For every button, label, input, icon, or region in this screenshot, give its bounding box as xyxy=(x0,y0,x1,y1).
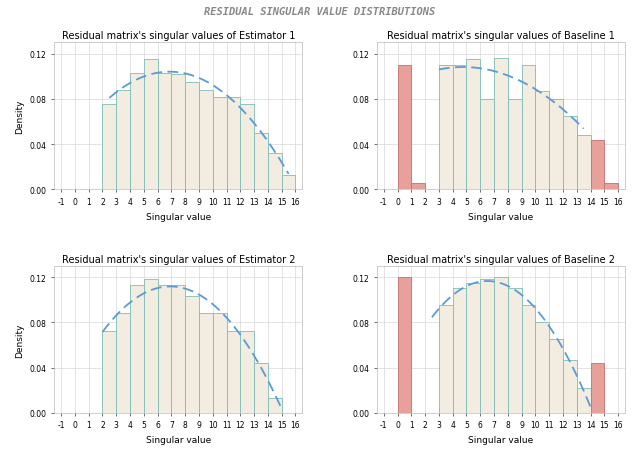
Bar xyxy=(172,285,185,413)
Bar xyxy=(102,332,116,413)
Bar xyxy=(254,134,268,190)
Y-axis label: Density: Density xyxy=(15,322,24,357)
Bar xyxy=(185,297,199,413)
X-axis label: Singular value: Singular value xyxy=(468,212,534,221)
X-axis label: Singular value: Singular value xyxy=(146,435,211,444)
Bar xyxy=(185,83,199,190)
Bar xyxy=(549,340,563,413)
Bar xyxy=(563,360,577,413)
Bar xyxy=(467,283,480,413)
Bar xyxy=(536,92,549,190)
Bar xyxy=(172,75,185,190)
Bar xyxy=(536,323,549,413)
Bar xyxy=(480,280,494,413)
Bar xyxy=(268,154,282,190)
Bar xyxy=(563,117,577,190)
Bar xyxy=(397,278,412,413)
Bar xyxy=(397,66,412,190)
Bar xyxy=(268,398,282,413)
Bar xyxy=(227,97,241,190)
Bar xyxy=(254,363,268,413)
Bar xyxy=(227,332,241,413)
Bar xyxy=(199,90,212,190)
Bar xyxy=(116,313,130,413)
Bar xyxy=(116,90,130,190)
Bar xyxy=(212,313,227,413)
Bar xyxy=(157,73,172,190)
Bar xyxy=(130,285,144,413)
Bar xyxy=(549,100,563,190)
Bar xyxy=(494,278,508,413)
Bar xyxy=(480,100,494,190)
Bar xyxy=(508,100,522,190)
Title: Residual matrix's singular values of Baseline 1: Residual matrix's singular values of Bas… xyxy=(387,31,615,41)
Bar xyxy=(577,388,591,413)
Bar xyxy=(439,66,452,190)
Bar xyxy=(452,289,467,413)
Bar xyxy=(241,105,254,190)
Bar xyxy=(157,285,172,413)
Title: Residual matrix's singular values of Estimator 2: Residual matrix's singular values of Est… xyxy=(61,254,295,264)
X-axis label: Singular value: Singular value xyxy=(146,212,211,221)
Bar xyxy=(144,280,157,413)
Bar xyxy=(522,306,536,413)
Bar xyxy=(130,73,144,190)
Title: Residual matrix's singular values of Estimator 1: Residual matrix's singular values of Est… xyxy=(61,31,295,41)
Bar xyxy=(508,289,522,413)
Bar xyxy=(494,59,508,190)
Bar xyxy=(282,175,296,190)
Bar xyxy=(241,332,254,413)
Bar xyxy=(412,183,425,190)
Bar xyxy=(439,306,452,413)
Text: RESIDUAL SINGULAR VALUE DISTRIBUTIONS: RESIDUAL SINGULAR VALUE DISTRIBUTIONS xyxy=(204,7,436,17)
Y-axis label: Density: Density xyxy=(15,99,24,134)
Bar xyxy=(102,105,116,190)
Bar xyxy=(522,66,536,190)
Bar xyxy=(577,136,591,190)
Bar xyxy=(467,60,480,190)
Bar xyxy=(604,183,618,190)
Bar xyxy=(199,313,212,413)
Bar xyxy=(144,60,157,190)
Bar xyxy=(591,140,604,190)
Bar xyxy=(452,66,467,190)
Title: Residual matrix's singular values of Baseline 2: Residual matrix's singular values of Bas… xyxy=(387,254,615,264)
Bar xyxy=(212,97,227,190)
X-axis label: Singular value: Singular value xyxy=(468,435,534,444)
Bar xyxy=(591,363,604,413)
